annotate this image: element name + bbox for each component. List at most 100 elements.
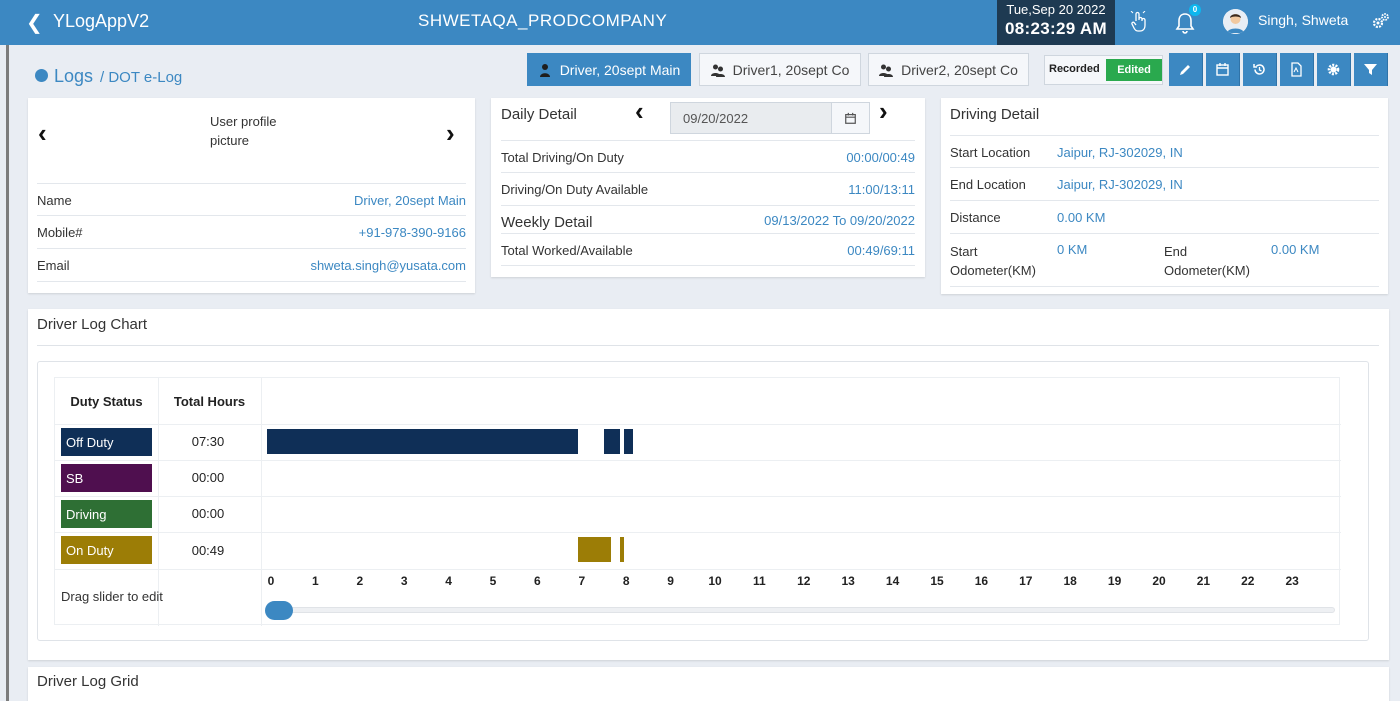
driver-tab-main[interactable]: Driver, 20sept Main — [527, 53, 691, 86]
total-hours-sb: 00:00 — [191, 470, 225, 485]
daily-label: Total Driving/On Duty — [501, 150, 624, 165]
hour-tick-label: 21 — [1196, 574, 1211, 588]
daily-label: Driving/On Duty Available — [501, 182, 649, 197]
driver-log-chart-title: Driver Log Chart — [37, 316, 148, 333]
divider — [261, 378, 262, 626]
daily-detail-title: Daily Detail — [501, 106, 577, 123]
calendar-icon — [1216, 63, 1229, 76]
recorded-edited-toggle[interactable]: Recorded Edited — [1044, 55, 1163, 85]
driving-detail-card: Driving Detail Start Location Jaipur, RJ… — [941, 98, 1388, 294]
hour-tick-label: 15 — [930, 574, 944, 588]
odometer-row: Start Odometer(KM) 0 KM End Odometer(KM)… — [950, 234, 1379, 287]
notification-badge: 0 — [1189, 4, 1201, 16]
settings-button[interactable] — [1317, 53, 1351, 86]
company-name: SHWETAQA_PRODCOMPANY — [418, 11, 668, 30]
total-hours-header: Total Hours — [173, 393, 246, 409]
daily-value: 00:00/00:49 — [846, 150, 915, 165]
profile-value[interactable]: shweta.singh@yusata.com — [310, 258, 466, 273]
start-odometer-label: Start Odometer(KM) — [950, 244, 1036, 278]
touch-icon[interactable] — [1130, 11, 1148, 33]
driver-tab-label: Driver2, 20sept Co — [901, 61, 1018, 78]
back-chevron-icon[interactable]: ❮ — [26, 12, 43, 34]
divider — [37, 345, 1379, 346]
driver-tab-co2[interactable]: Driver2, 20sept Co — [868, 53, 1029, 86]
driving-label: Distance — [950, 210, 1001, 225]
profile-label: Mobile# — [37, 225, 83, 240]
total-hours-on-duty: 00:49 — [191, 543, 225, 558]
weekly-label: Total Worked/Available — [501, 243, 633, 258]
co-driver-icon — [710, 64, 725, 77]
clock-time: 08:23:29 AM — [1005, 19, 1107, 38]
hour-tick-label: 3 — [400, 574, 408, 588]
avatar[interactable] — [1223, 9, 1248, 34]
driving-row-distance: Distance 0.00 KM — [950, 201, 1379, 234]
hour-tick-label: 17 — [1019, 574, 1033, 588]
time-slider-handle[interactable] — [265, 601, 293, 620]
weekly-range: 09/13/2022 To 09/20/2022 — [764, 213, 915, 228]
driving-detail-title: Driving Detail — [950, 106, 1040, 123]
hour-tick-label: 10 — [708, 574, 722, 588]
cogs-icon[interactable] — [1372, 12, 1390, 30]
user-name[interactable]: Singh, Shweta — [1258, 12, 1349, 28]
hour-tick-label: 4 — [445, 574, 452, 588]
end-odometer-value: 0.00 KM — [1271, 242, 1320, 257]
hour-tick-label: 7 — [578, 574, 586, 588]
daily-row-total: Total Driving/On Duty 00:00/00:49 — [501, 140, 915, 173]
divider — [55, 532, 1341, 533]
driver-log-grid-title: Driver Log Grid — [37, 673, 139, 690]
prev-driver-chevron-icon[interactable]: ‹ — [38, 118, 47, 148]
hour-tick-label: 1 — [312, 574, 319, 588]
next-driver-chevron-icon[interactable]: › — [446, 118, 455, 148]
weekly-value: 00:49/69:11 — [847, 243, 915, 258]
driver-tab-label: Driver1, 20sept Co — [732, 61, 850, 78]
hour-tick-label: 9 — [667, 574, 674, 588]
status-driving: Driving — [61, 500, 152, 528]
calendar-button[interactable] — [1206, 53, 1240, 86]
driving-value: Jaipur, RJ-302029, IN — [1057, 145, 1183, 160]
hour-tick-label: 16 — [974, 574, 989, 588]
driving-row-end: End Location Jaipur, RJ-302029, IN — [950, 168, 1379, 201]
page-subtitle: / DOT e-Log — [100, 69, 183, 86]
status-on-duty: On Duty — [61, 536, 152, 564]
drag-hint: Drag slider to edit — [61, 589, 163, 604]
profile-picture: User profile picture — [210, 114, 277, 148]
hour-tick-label: 18 — [1063, 574, 1077, 588]
weekly-detail-title: Weekly Detail — [501, 214, 593, 231]
time-slider-track[interactable] — [267, 607, 1335, 613]
history-icon — [1253, 64, 1265, 75]
prev-day-chevron-icon[interactable]: ‹ — [635, 96, 644, 126]
profile-value: Driver, 20sept Main — [354, 193, 466, 208]
pdf-button[interactable] — [1280, 53, 1314, 86]
daily-detail-card: Daily Detail ‹ 09/20/2022 › Total Drivin… — [491, 96, 925, 277]
recorded-option[interactable]: Recorded — [1049, 63, 1100, 75]
start-odometer-value: 0 KM — [1057, 242, 1088, 257]
date-picker-button[interactable] — [831, 103, 869, 133]
duty-bar — [267, 429, 578, 454]
edit-button[interactable] — [1169, 53, 1203, 86]
page-title: Logs — [54, 66, 94, 86]
profile-value: +91-978-390-9166 — [358, 225, 466, 240]
log-chart: Duty Status Total Hours Off Duty SB Driv… — [54, 377, 1341, 626]
hour-tick-label: 13 — [841, 574, 855, 588]
clock-icon — [35, 69, 48, 82]
bell-icon[interactable] — [1175, 12, 1195, 34]
co-driver-icon — [879, 64, 894, 77]
status-sb: SB — [61, 464, 152, 492]
filter-button[interactable] — [1354, 53, 1388, 86]
edited-option[interactable]: Edited — [1106, 59, 1162, 81]
driver-tab-co1[interactable]: Driver1, 20sept Co — [699, 53, 861, 86]
log-chart-container: Duty Status Total Hours Off Duty SB Driv… — [37, 361, 1369, 641]
duty-bar — [577, 537, 612, 562]
divider — [55, 460, 1341, 461]
hour-tick-label: 12 — [797, 574, 811, 588]
divider — [55, 424, 1341, 425]
hour-tick-label: 20 — [1152, 574, 1166, 588]
total-hours-off-duty: 07:30 — [191, 434, 225, 449]
next-day-chevron-icon[interactable]: › — [879, 96, 888, 126]
date-input[interactable]: 09/20/2022 — [670, 102, 870, 134]
duty-bar — [604, 429, 620, 454]
driver-log-grid-card: Driver Log Grid — [28, 667, 1389, 701]
profile-row-name: Name Driver, 20sept Main — [37, 183, 466, 216]
end-odometer-label: End Odometer(KM) — [1164, 244, 1250, 278]
history-button[interactable] — [1243, 53, 1277, 86]
